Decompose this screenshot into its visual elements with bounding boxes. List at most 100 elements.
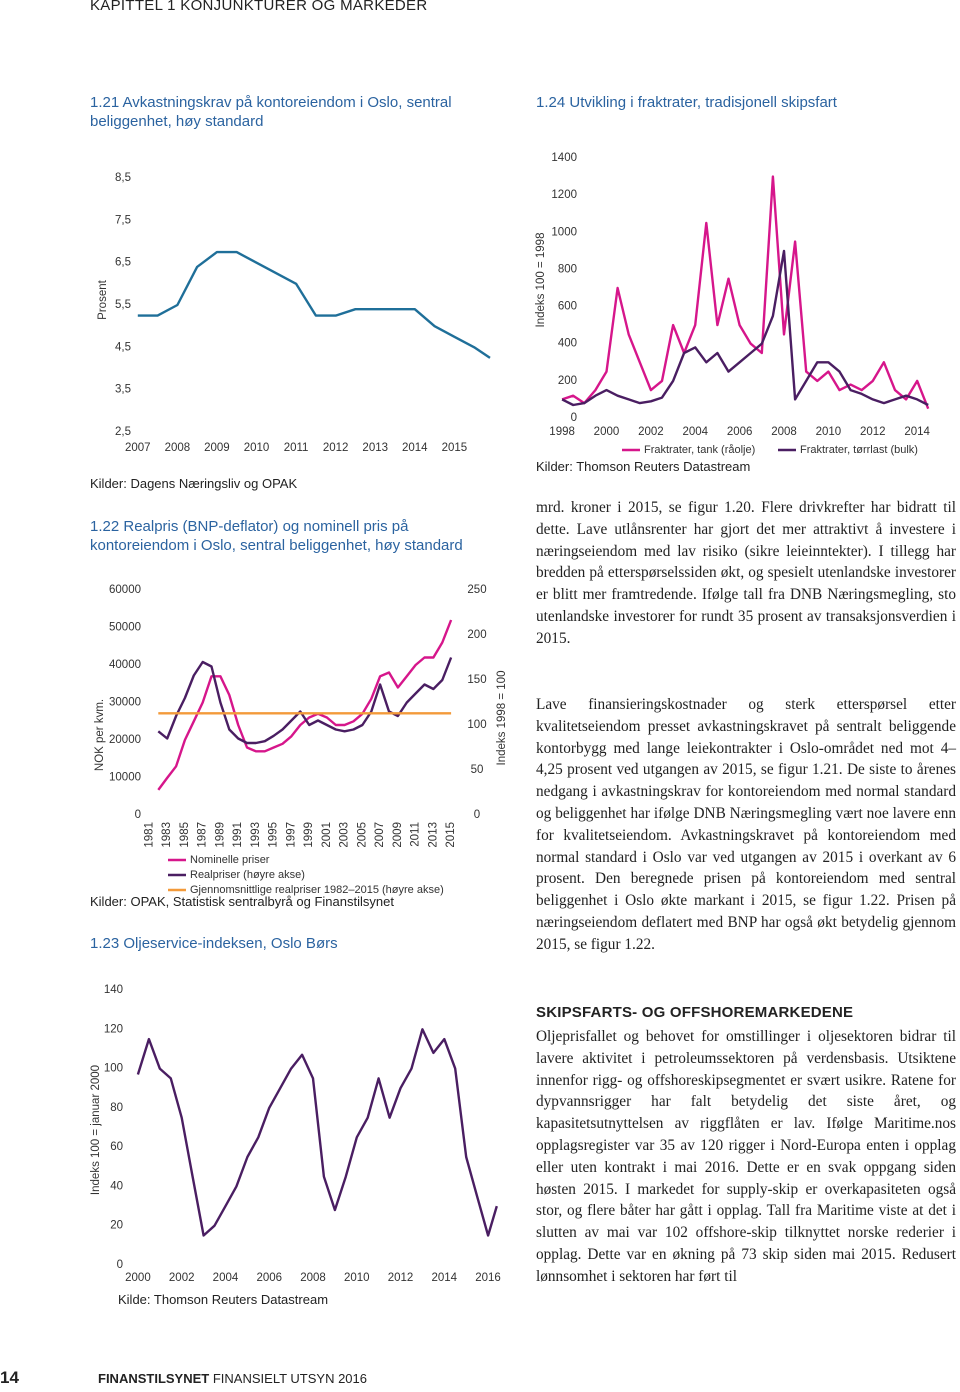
y-tick-label: 1000 bbox=[551, 226, 577, 238]
data-line bbox=[157, 619, 453, 791]
x-tick-label: 2010 bbox=[816, 426, 842, 438]
y-tick-label: 100 bbox=[104, 1063, 123, 1075]
y-tick-label: 20000 bbox=[109, 734, 141, 746]
y2-tick-label: 150 bbox=[467, 674, 486, 686]
data-line bbox=[136, 1028, 498, 1237]
x-tick-label: 2014 bbox=[402, 442, 428, 454]
legend-label: Gjennomsnittlige realpriser 1982–2015 (h… bbox=[190, 884, 444, 896]
x-tick-label: 1995 bbox=[268, 822, 280, 848]
y-tick-label: 120 bbox=[104, 1023, 123, 1035]
x-tick-label: 1999 bbox=[303, 822, 315, 848]
x-tick-label: 2011 bbox=[410, 822, 422, 847]
paragraph: mrd. kroner i 2015, se figur 1.20. Flere… bbox=[536, 499, 956, 647]
y2-tick-label: 100 bbox=[467, 719, 486, 731]
y-tick-label: 600 bbox=[558, 301, 577, 313]
section-heading: SKIPSFARTS- OG OFFSHOREMARKEDENE bbox=[536, 1004, 854, 1021]
y-tick-label: 40 bbox=[110, 1180, 123, 1192]
y-tick-label: 60 bbox=[110, 1141, 123, 1153]
x-tick-label: 2010 bbox=[344, 1272, 370, 1284]
y-axis-label: NOK per kvm. bbox=[94, 699, 106, 771]
y-tick-label: 140 bbox=[104, 984, 123, 996]
x-tick-label: 2010 bbox=[244, 442, 270, 454]
x-tick-label: 2007 bbox=[125, 442, 151, 454]
x-tick-label: 2000 bbox=[594, 426, 620, 438]
x-tick-label: 2015 bbox=[442, 442, 468, 454]
chart-title: 1.23 Oljeservice-indeksen, Oslo Børs bbox=[90, 935, 338, 952]
x-tick-label: 1987 bbox=[197, 822, 209, 848]
y-tick-label: 7,5 bbox=[115, 214, 131, 226]
x-tick-label: 2006 bbox=[256, 1272, 282, 1284]
y-tick-label: 50000 bbox=[109, 622, 141, 634]
y-tick-label: 1200 bbox=[551, 189, 577, 201]
x-tick-label: 1989 bbox=[214, 822, 226, 848]
x-tick-label: 2012 bbox=[860, 426, 886, 438]
data-line bbox=[157, 657, 453, 745]
running-header: KAPITTEL 1 KONJUNKTURER OG MARKEDER bbox=[90, 0, 428, 14]
data-line bbox=[561, 175, 930, 410]
x-tick-label: 1993 bbox=[250, 822, 262, 848]
x-tick-label: 1998 bbox=[549, 426, 575, 438]
y-tick-label: 80 bbox=[110, 1102, 123, 1114]
y-tick-label: 0 bbox=[135, 809, 141, 821]
y2-axis-label: Indeks 1998 = 100 bbox=[496, 671, 508, 766]
x-tick-label: 1985 bbox=[179, 822, 191, 848]
y2-tick-label: 200 bbox=[467, 629, 486, 641]
x-tick-label: 2007 bbox=[374, 822, 386, 848]
chart-title: 1.21 Avkastningskrav på kontoreiendom i … bbox=[90, 94, 452, 130]
x-tick-label: 2004 bbox=[213, 1272, 239, 1284]
footer-title: FINANSIELT UTSYN 2016 bbox=[212, 1371, 367, 1386]
x-tick-label: 1991 bbox=[232, 822, 244, 848]
legend-label: Realpriser (høyre akse) bbox=[190, 869, 305, 881]
y-tick-label: 10000 bbox=[109, 772, 141, 784]
legend-label: Fraktrater, tank (råolje) bbox=[644, 444, 755, 456]
y2-tick-label: 0 bbox=[474, 809, 480, 821]
y-tick-label: 3,5 bbox=[115, 384, 131, 396]
x-tick-label: 2001 bbox=[321, 822, 333, 848]
x-tick-label: 2012 bbox=[388, 1272, 414, 1284]
y-tick-label: 60000 bbox=[109, 584, 141, 596]
x-tick-label: 2009 bbox=[204, 442, 230, 454]
x-tick-label: 2003 bbox=[339, 822, 351, 848]
x-tick-label: 2016 bbox=[475, 1272, 501, 1284]
data-line bbox=[137, 250, 491, 359]
legend-label: Nominelle priser bbox=[190, 854, 270, 866]
x-tick-label: 2002 bbox=[638, 426, 664, 438]
x-tick-label: 2009 bbox=[392, 822, 404, 848]
x-tick-label: 2008 bbox=[771, 426, 797, 438]
y2-tick-label: 50 bbox=[471, 764, 484, 776]
x-tick-label: 2014 bbox=[431, 1272, 457, 1284]
data-line bbox=[561, 249, 929, 407]
y-tick-label: 2,5 bbox=[115, 426, 131, 438]
y-tick-label: 0 bbox=[571, 412, 577, 424]
chart-source: Kilder: Thomson Reuters Datastream bbox=[536, 459, 751, 474]
chart-source: Kilder: Dagens Næringsliv og OPAK bbox=[90, 476, 298, 491]
x-tick-label: 2011 bbox=[284, 442, 309, 454]
legend-label: Fraktrater, tørrlast (bulk) bbox=[800, 444, 918, 456]
y-tick-label: 40000 bbox=[109, 659, 141, 671]
x-tick-label: 2002 bbox=[169, 1272, 195, 1284]
chart-title: 1.24 Utvikling i fraktrater, tradisjonel… bbox=[536, 94, 837, 111]
y-tick-label: 30000 bbox=[109, 697, 141, 709]
footer-publisher: FINANSTILSYNET bbox=[98, 1371, 210, 1386]
x-tick-label: 1981 bbox=[143, 822, 155, 848]
y-tick-label: 400 bbox=[558, 338, 577, 350]
y-tick-label: 1400 bbox=[551, 152, 577, 164]
footer-text: FINANSTILSYNET FINANSIELT UTSYN 2016 bbox=[98, 1371, 367, 1386]
x-tick-label: 2014 bbox=[904, 426, 930, 438]
x-tick-label: 2013 bbox=[427, 822, 439, 848]
y-tick-label: 0 bbox=[117, 1259, 123, 1271]
y-axis-label: Indeks 100 = 1998 bbox=[535, 233, 547, 328]
y-tick-label: 800 bbox=[558, 263, 577, 275]
y-tick-label: 5,5 bbox=[115, 299, 131, 311]
y-axis-label: Indeks 100 = januar 2000 bbox=[90, 1065, 102, 1195]
x-tick-label: 1983 bbox=[161, 822, 173, 848]
x-tick-label: 2012 bbox=[323, 442, 349, 454]
footer-page-box: 14 bbox=[0, 1362, 72, 1392]
paragraph: Lave finansieringskostnader og sterk ett… bbox=[536, 696, 956, 953]
paragraph: Oljeprisfallet og behovet for omstilling… bbox=[536, 1028, 956, 1285]
chart-source: Kilde: Thomson Reuters Datastream bbox=[118, 1292, 329, 1307]
x-tick-label: 2015 bbox=[445, 822, 457, 848]
chart-source: Kilder: OPAK, Statistisk sentralbyrå og … bbox=[90, 894, 394, 909]
